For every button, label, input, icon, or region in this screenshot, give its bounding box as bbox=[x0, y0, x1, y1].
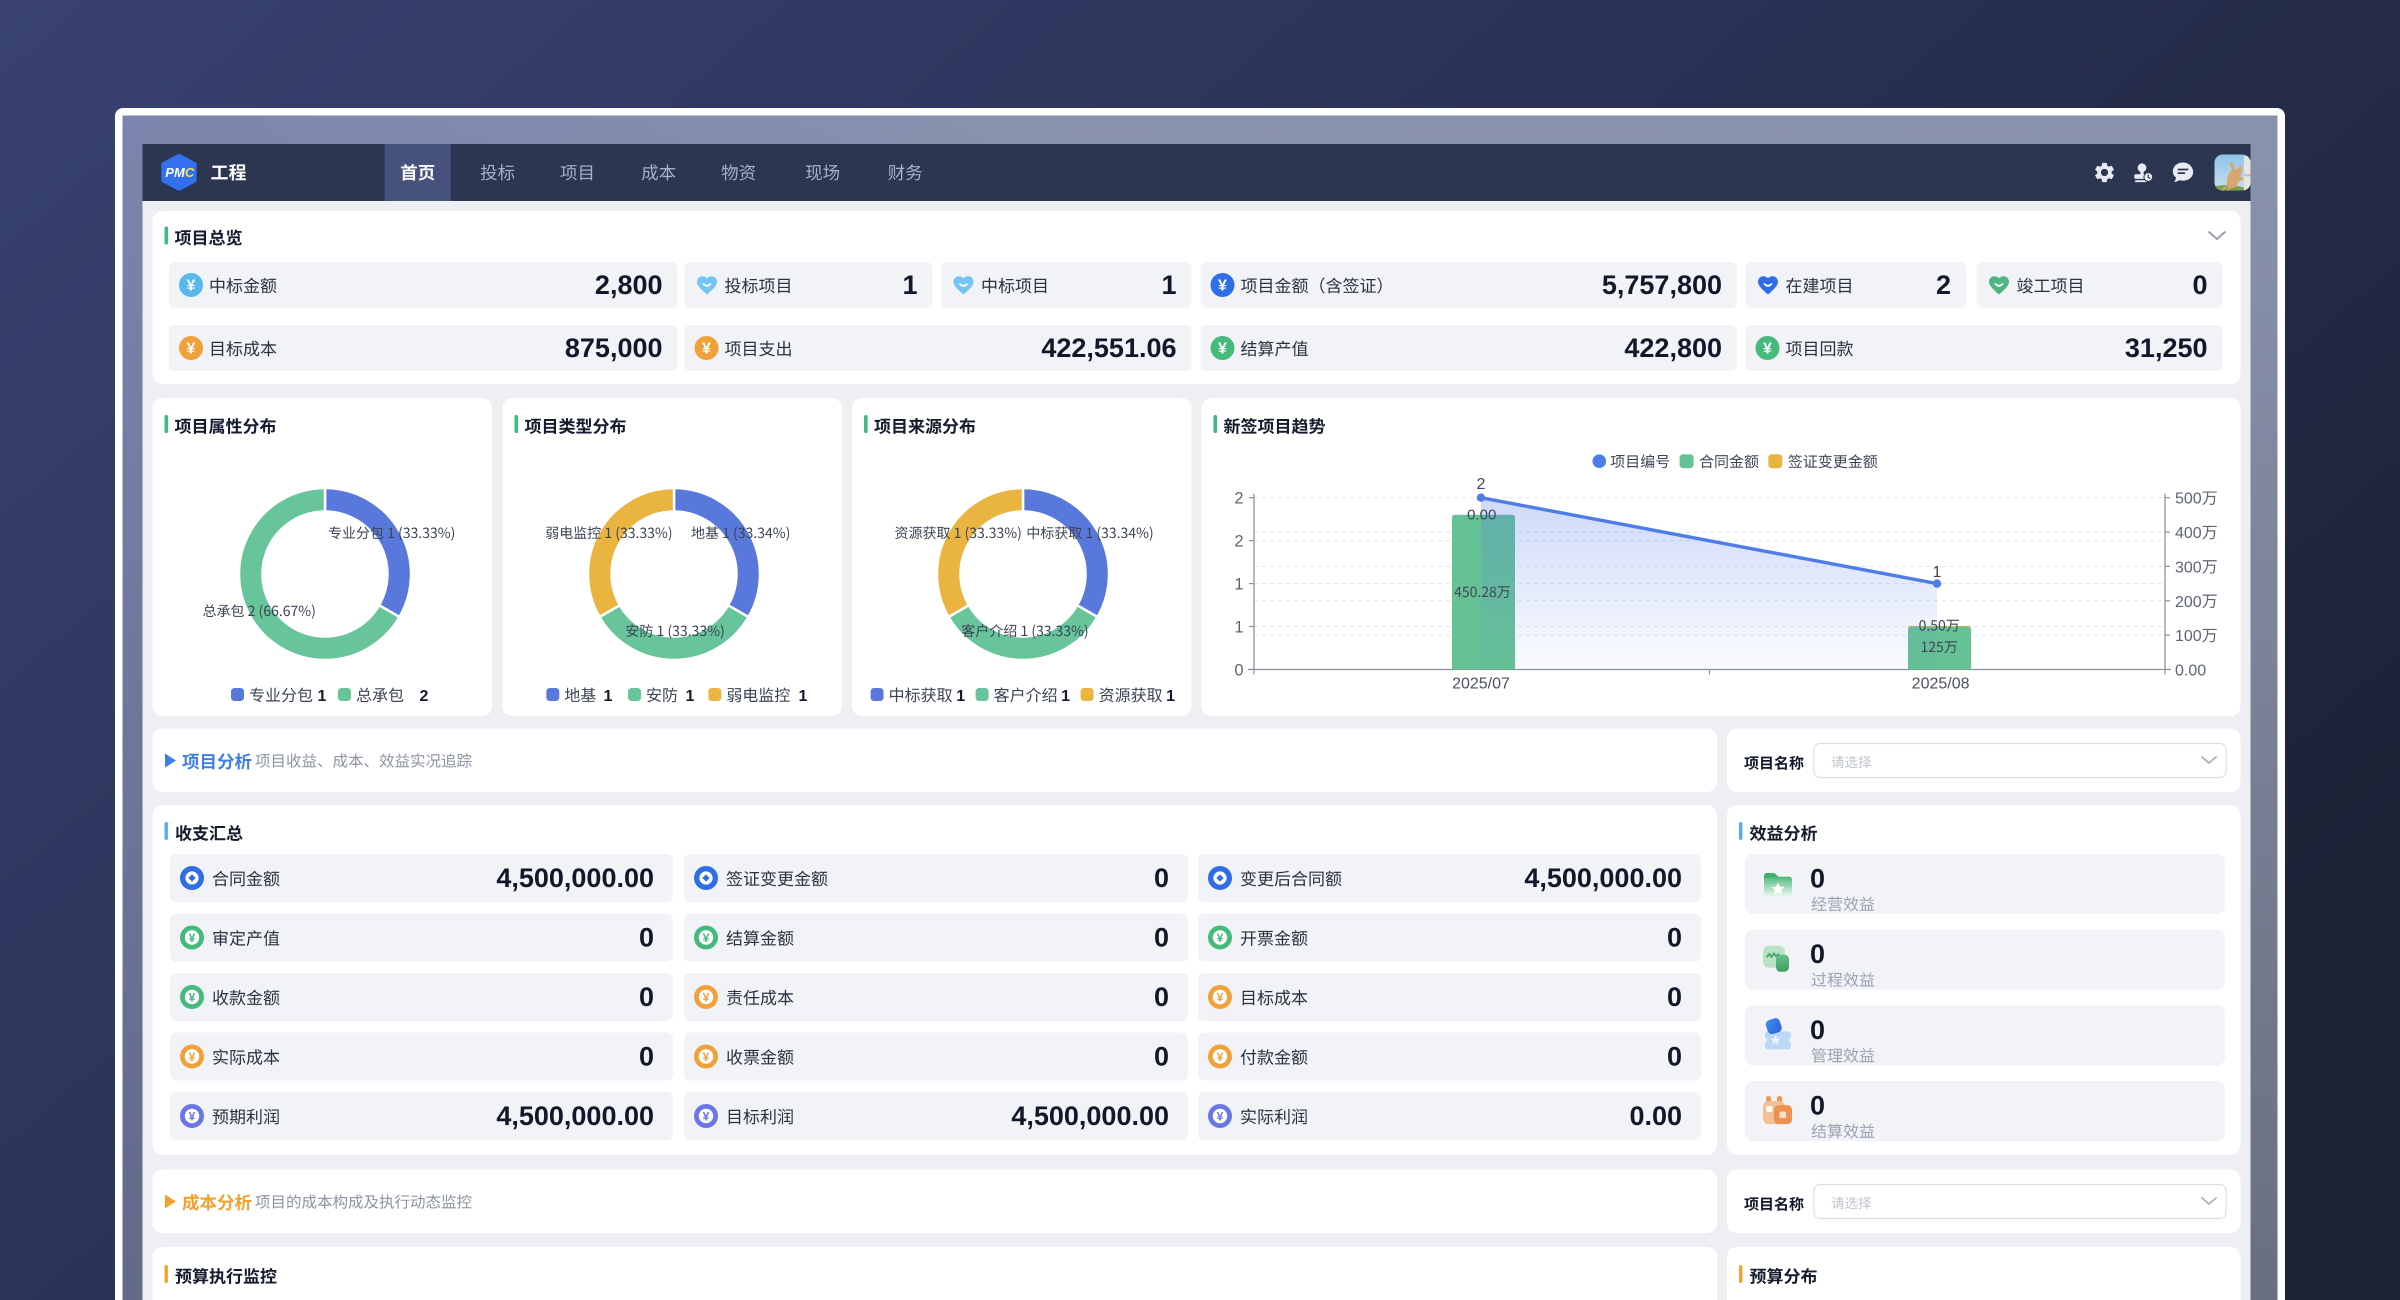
svg-text:0.00: 0.00 bbox=[1467, 507, 1496, 524]
svg-text:1: 1 bbox=[318, 688, 327, 705]
svg-text:1: 1 bbox=[1166, 688, 1175, 705]
svg-text:PM: PM bbox=[165, 165, 186, 180]
svg-text:¥: ¥ bbox=[189, 1050, 196, 1064]
svg-text:100: 100 bbox=[2175, 628, 2202, 645]
svg-text:2,800: 2,800 bbox=[595, 270, 663, 300]
svg-text:C: C bbox=[185, 165, 195, 180]
svg-text:0: 0 bbox=[1810, 1091, 1825, 1121]
svg-text:1: 1 bbox=[902, 270, 917, 300]
svg-text:1: 1 bbox=[1061, 688, 1070, 705]
svg-text:2025/08: 2025/08 bbox=[1912, 676, 1970, 693]
svg-text:¥: ¥ bbox=[1217, 1050, 1224, 1064]
svg-text:1: 1 bbox=[1161, 270, 1176, 300]
svg-text:0: 0 bbox=[639, 982, 654, 1012]
svg-text:500: 500 bbox=[2175, 491, 2202, 508]
svg-text:200: 200 bbox=[2175, 594, 2202, 611]
svg-text:0: 0 bbox=[2192, 270, 2207, 300]
svg-text:4,500,000.00: 4,500,000.00 bbox=[496, 1101, 654, 1131]
svg-text:¥: ¥ bbox=[189, 931, 196, 945]
svg-text:0: 0 bbox=[1154, 1042, 1169, 1072]
svg-text:¥: ¥ bbox=[703, 990, 710, 1004]
svg-text:¥: ¥ bbox=[189, 990, 196, 1004]
svg-text:2: 2 bbox=[1936, 270, 1951, 300]
svg-text:¥: ¥ bbox=[187, 341, 196, 358]
svg-text:0: 0 bbox=[639, 923, 654, 953]
svg-text:¥: ¥ bbox=[1763, 341, 1772, 358]
svg-text:0: 0 bbox=[1234, 662, 1243, 680]
svg-text:2: 2 bbox=[1234, 533, 1243, 551]
svg-text:875,000: 875,000 bbox=[565, 333, 663, 363]
svg-text:0: 0 bbox=[1154, 863, 1169, 893]
svg-text:2025/07: 2025/07 bbox=[1452, 676, 1510, 693]
svg-text:¥: ¥ bbox=[703, 1050, 710, 1064]
svg-text:¥: ¥ bbox=[703, 931, 710, 945]
svg-text:0: 0 bbox=[1810, 864, 1825, 894]
svg-text:4,500,000.00: 4,500,000.00 bbox=[496, 863, 654, 893]
svg-text:¥: ¥ bbox=[187, 278, 196, 295]
svg-text:0: 0 bbox=[1667, 923, 1682, 953]
svg-text:¥: ¥ bbox=[1217, 931, 1224, 945]
svg-text:300: 300 bbox=[2175, 559, 2202, 576]
svg-text:1: 1 bbox=[1933, 564, 1942, 581]
svg-text:2: 2 bbox=[420, 688, 429, 705]
svg-text:1: 1 bbox=[1234, 619, 1243, 637]
svg-text:0: 0 bbox=[639, 1042, 654, 1072]
svg-text:400: 400 bbox=[2175, 525, 2202, 542]
svg-text:1: 1 bbox=[799, 688, 808, 705]
svg-text:422,800: 422,800 bbox=[1624, 333, 1722, 363]
svg-text:2: 2 bbox=[1477, 476, 1486, 493]
svg-text:0: 0 bbox=[1154, 982, 1169, 1012]
svg-text:¥: ¥ bbox=[1218, 341, 1227, 358]
svg-text:0: 0 bbox=[1667, 1042, 1682, 1072]
svg-text:0: 0 bbox=[1154, 923, 1169, 953]
svg-text:31,250: 31,250 bbox=[2125, 333, 2208, 363]
svg-text:4,500,000.00: 4,500,000.00 bbox=[1011, 1101, 1169, 1131]
svg-text:5,757,800: 5,757,800 bbox=[1602, 270, 1722, 300]
svg-text:0: 0 bbox=[1667, 982, 1682, 1012]
svg-text:¥: ¥ bbox=[1217, 990, 1224, 1004]
svg-text:0.00: 0.00 bbox=[2175, 663, 2206, 680]
svg-text:0: 0 bbox=[1810, 939, 1825, 969]
svg-text:1: 1 bbox=[604, 688, 613, 705]
svg-text:4,500,000.00: 4,500,000.00 bbox=[1524, 863, 1682, 893]
svg-text:¥: ¥ bbox=[189, 1109, 196, 1123]
svg-text:1: 1 bbox=[956, 688, 965, 705]
svg-text:1: 1 bbox=[1234, 576, 1243, 594]
svg-text:¥: ¥ bbox=[1218, 278, 1227, 295]
svg-text:0.00: 0.00 bbox=[1629, 1101, 1682, 1131]
svg-text:2: 2 bbox=[1234, 490, 1243, 508]
svg-text:¥: ¥ bbox=[703, 1109, 710, 1123]
svg-text:422,551.06: 422,551.06 bbox=[1041, 333, 1176, 363]
svg-text:¥: ¥ bbox=[702, 341, 711, 358]
svg-text:0: 0 bbox=[1810, 1015, 1825, 1045]
svg-text:1: 1 bbox=[686, 688, 695, 705]
svg-text:¥: ¥ bbox=[1217, 1109, 1224, 1123]
